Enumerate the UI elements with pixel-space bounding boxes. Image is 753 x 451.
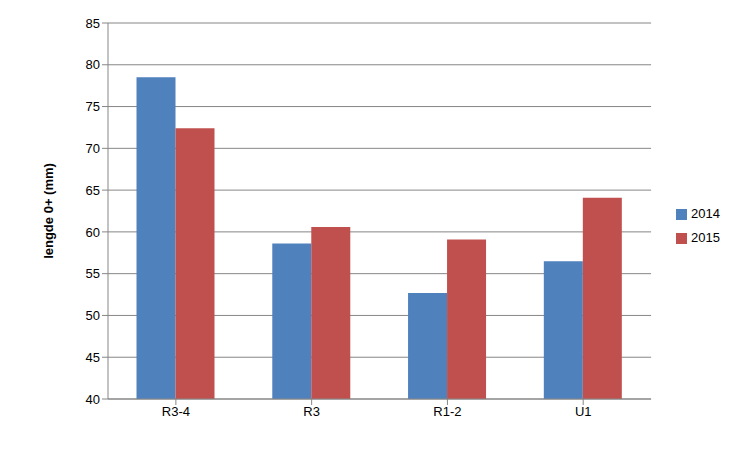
svg-text:50: 50 <box>86 308 100 323</box>
svg-text:60: 60 <box>86 225 100 240</box>
svg-text:80: 80 <box>86 57 100 72</box>
svg-text:lengde 0+ (mm): lengde 0+ (mm) <box>41 163 56 259</box>
svg-text:U1: U1 <box>575 404 592 419</box>
svg-text:40: 40 <box>86 392 100 407</box>
svg-text:70: 70 <box>86 141 100 156</box>
svg-text:75: 75 <box>86 99 100 114</box>
html-text:2014: 2014 <box>691 205 720 221</box>
svg-text:65: 65 <box>86 183 100 198</box>
svg-text:R3: R3 <box>303 404 320 419</box>
svg-text:85: 85 <box>86 16 100 31</box>
svg-text:55: 55 <box>86 266 100 281</box>
svg-text:R1-2: R1-2 <box>433 404 461 419</box>
html-text:2015: 2015 <box>691 229 720 245</box>
svg-text:45: 45 <box>86 350 100 365</box>
svg-text:R3-4: R3-4 <box>162 404 190 419</box>
